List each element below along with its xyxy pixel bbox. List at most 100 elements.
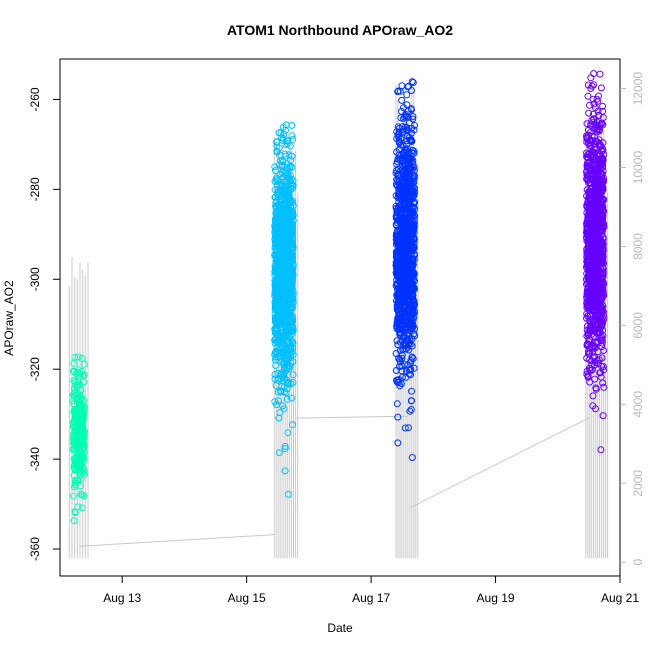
data-point: [79, 424, 86, 432]
data-point: [275, 397, 283, 405]
data-point: [599, 379, 607, 387]
data-point: [289, 213, 296, 221]
data-point: [594, 209, 602, 217]
data-point: [408, 387, 416, 395]
data-point: [589, 392, 597, 400]
data-point: [598, 242, 606, 250]
data-point: [275, 336, 283, 344]
data-point: [396, 138, 404, 146]
data-point: [275, 449, 283, 457]
data-point: [70, 385, 78, 393]
data-point: [276, 251, 284, 259]
data-point: [273, 327, 281, 335]
data-point: [593, 174, 601, 182]
data-point: [591, 144, 599, 152]
data-point: [586, 161, 594, 169]
data-point: [403, 101, 411, 109]
data-point: [272, 167, 279, 175]
data-point: [275, 414, 283, 422]
data-point: [595, 92, 602, 100]
data-point: [271, 268, 279, 276]
data-point: [281, 388, 289, 396]
y2-axis: 0 2000 4000 6000 8000 10000 12000: [620, 72, 645, 566]
data-point: [590, 110, 597, 118]
data-point: [589, 402, 597, 410]
data-point: [394, 155, 402, 163]
data-point: [583, 171, 591, 179]
data-point: [79, 452, 86, 460]
data-point: [281, 331, 289, 339]
data-point: [279, 237, 287, 245]
data-point: [590, 202, 597, 210]
data-point: [401, 254, 408, 262]
data-point: [78, 355, 86, 362]
data-point: [595, 167, 603, 175]
data-point: [80, 403, 88, 411]
data-point: [587, 230, 595, 238]
data-point: [71, 508, 79, 516]
data-point: [408, 78, 416, 86]
x-tick-label: Aug 17: [352, 591, 390, 605]
y-tick-label: -360: [28, 537, 42, 561]
data-point: [408, 225, 416, 233]
data-point: [75, 404, 83, 412]
data-point: [69, 431, 77, 439]
data-point: [287, 175, 295, 183]
data-point: [289, 421, 296, 429]
data-point: [588, 261, 596, 269]
x-tick-label: Aug 13: [103, 591, 141, 605]
data-point: [594, 257, 602, 265]
data-point: [589, 237, 597, 245]
data-point: [271, 349, 279, 357]
data-point: [74, 503, 82, 511]
data-point: [590, 70, 598, 78]
data-point: [78, 427, 86, 434]
data-point: [285, 291, 293, 299]
data-point: [595, 139, 603, 147]
y-tick-label: -340: [28, 447, 42, 471]
data-point: [597, 268, 604, 276]
data-point: [584, 198, 592, 206]
data-point: [397, 184, 404, 192]
data-point: [597, 446, 605, 454]
data-point: [411, 122, 418, 129]
data-point: [410, 314, 418, 322]
y-axis-label: APOraw_AO2: [2, 280, 16, 356]
data-point: [284, 429, 292, 437]
data-point: [79, 441, 87, 448]
data-point: [597, 276, 605, 284]
data-point: [72, 455, 79, 463]
data-point: [407, 324, 415, 332]
y2-tick-label: 12000: [631, 72, 645, 106]
data-point: [288, 340, 296, 348]
data-point: [402, 147, 410, 155]
data-point: [393, 325, 401, 333]
data-point: [400, 308, 408, 316]
data-point: [285, 189, 293, 197]
data-point: [405, 273, 413, 281]
x-axis: Aug 13 Aug 15 Aug 17 Aug 19 Aug 21: [103, 576, 639, 605]
data-point: [598, 186, 606, 194]
data-point: [279, 402, 287, 410]
data-point: [280, 173, 288, 181]
data-point: [400, 195, 407, 203]
data-point: [599, 102, 607, 110]
data-point: [600, 312, 608, 320]
data-point: [80, 468, 88, 476]
data-point: [409, 79, 417, 86]
data-point: [408, 397, 415, 405]
data-point: [280, 130, 288, 138]
data-point: [289, 261, 297, 269]
data-point: [277, 201, 285, 209]
x-tick-label: Aug 19: [477, 591, 515, 605]
data-point: [402, 151, 409, 159]
data-point: [405, 156, 412, 164]
data-point: [398, 123, 406, 131]
data-point: [591, 375, 599, 383]
data-point: [594, 285, 602, 293]
data-point: [274, 191, 282, 199]
data-point: [401, 233, 409, 241]
data-point: [591, 246, 599, 254]
data-point: [275, 219, 283, 227]
data-point: [278, 286, 286, 294]
